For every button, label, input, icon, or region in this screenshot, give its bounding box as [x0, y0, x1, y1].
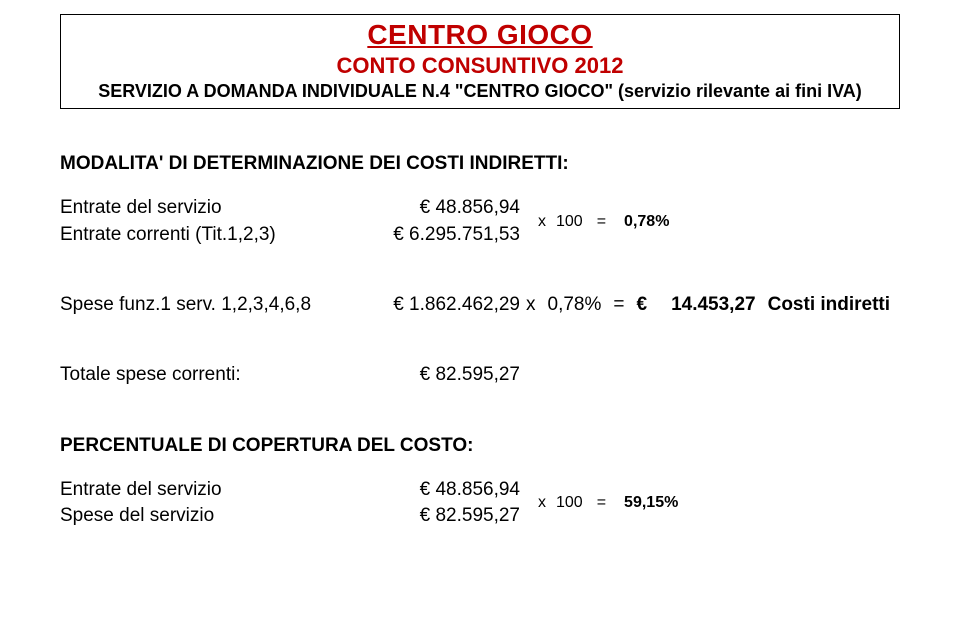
- equals-symbol: =: [613, 294, 624, 316]
- section4-fraction-block: Entrate del servizio € 48.856,94 Spese d…: [60, 477, 900, 530]
- entrate-correnti-amount: € 6.295.751,53: [340, 222, 520, 249]
- spese-servizio-label: Spese del servizio: [60, 503, 340, 530]
- entrate-servizio-label: Entrate del servizio: [60, 195, 340, 222]
- section1-calc: x 100 = 0,78%: [528, 213, 669, 231]
- spese-funz-label: Spese funz.1 serv. 1,2,3,4,6,8: [60, 294, 340, 316]
- entrate-servizio-amount-2: € 48.856,94: [340, 477, 520, 504]
- costi-indiretti-value: 14.453,27: [671, 294, 756, 316]
- entrate-correnti-row: Entrate correnti (Tit.1,2,3) € 6.295.751…: [60, 222, 520, 249]
- totale-spese-amount: € 82.595,27: [340, 362, 520, 389]
- document-subtitle-2: SERVIZIO A DOMANDA INDIVIDUALE N.4 "CENT…: [67, 81, 893, 102]
- entrate-servizio-row: Entrate del servizio € 48.856,94: [60, 195, 520, 222]
- spese-funz-calc: x 0,78% = € 14.453,27 Costi indiretti: [520, 294, 896, 316]
- section1-heading: MODALITA' DI DETERMINAZIONE DEI COSTI IN…: [60, 153, 900, 175]
- entrate-servizio-amount: € 48.856,94: [340, 195, 520, 222]
- spese-funz-row: Spese funz.1 serv. 1,2,3,4,6,8 € 1.862.4…: [60, 294, 900, 316]
- costi-indiretti-text: Costi indiretti: [768, 294, 890, 316]
- multiply-symbol: x: [538, 213, 546, 231]
- section4-result: 59,15%: [624, 494, 678, 512]
- spese-servizio-amount: € 82.595,27: [340, 503, 520, 530]
- section1-result: 0,78%: [624, 213, 669, 231]
- equals-symbol: =: [597, 213, 606, 231]
- section1-rows: Entrate del servizio € 48.856,94 Entrate…: [60, 195, 520, 248]
- document-page: CENTRO GIOCO CONTO CONSUNTIVO 2012 SERVI…: [0, 0, 960, 550]
- section4-calc: x 100 = 59,15%: [528, 494, 678, 512]
- totale-spese-row: Totale spese correnti: € 82.595,27: [60, 362, 900, 389]
- section4-rows: Entrate del servizio € 48.856,94 Spese d…: [60, 477, 520, 530]
- entrate-correnti-label: Entrate correnti (Tit.1,2,3): [60, 222, 340, 249]
- header-box: CENTRO GIOCO CONTO CONSUNTIVO 2012 SERVI…: [60, 14, 900, 109]
- entrate-servizio-row-2: Entrate del servizio € 48.856,94: [60, 477, 520, 504]
- percent-value: 0,78%: [548, 294, 602, 316]
- spese-servizio-row: Spese del servizio € 82.595,27: [60, 503, 520, 530]
- document-subtitle-1: CONTO CONSUNTIVO 2012: [67, 53, 893, 79]
- totale-spese-label: Totale spese correnti:: [60, 362, 340, 389]
- multiply-symbol: x: [538, 494, 546, 512]
- equals-symbol: =: [597, 494, 606, 512]
- entrate-servizio-label-2: Entrate del servizio: [60, 477, 340, 504]
- hundred-value: 100: [556, 494, 583, 512]
- multiply-symbol: x: [526, 294, 536, 316]
- spese-funz-amount: € 1.862.462,29: [340, 294, 520, 316]
- section1-fraction-block: Entrate del servizio € 48.856,94 Entrate…: [60, 195, 900, 248]
- section4-heading: PERCENTUALE DI COPERTURA DEL COSTO:: [60, 435, 900, 457]
- euro-symbol: €: [636, 294, 647, 316]
- hundred-value: 100: [556, 213, 583, 231]
- document-title: CENTRO GIOCO: [67, 19, 893, 51]
